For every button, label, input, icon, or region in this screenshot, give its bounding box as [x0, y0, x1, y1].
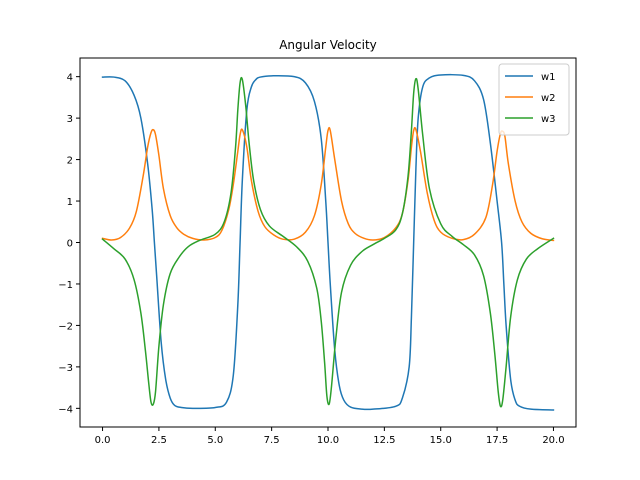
x-tick-label: 2.5 [151, 435, 167, 446]
plot-frame [79, 57, 577, 428]
legend-label-w2: w2 [541, 93, 556, 104]
legend-box [498, 63, 570, 136]
x-tick-label: 12.5 [373, 435, 395, 446]
y-tick-label: 3 [67, 114, 73, 125]
x-tick-label: 10.0 [317, 435, 339, 446]
x-tick-label: 20.0 [542, 435, 564, 446]
x-tick-label: 5.0 [207, 435, 223, 446]
y-tick-label: 2 [67, 156, 73, 167]
chart-title: Angular Velocity [279, 38, 377, 52]
x-tick-label: 7.5 [264, 435, 280, 446]
series-lines [101, 73, 555, 411]
y-tick-label: 4 [67, 73, 73, 84]
x-axis-ticks: 0.0 2.5 5.0 7.5 10.0 12.5 15.0 17.5 20.0 [95, 427, 565, 446]
y-tick-label: −1 [58, 280, 73, 291]
series-line-w3 [101, 76, 555, 408]
y-tick-label: 0 [67, 239, 73, 250]
y-tick-label: −4 [58, 404, 73, 415]
y-tick-label: −3 [58, 363, 73, 374]
series-line-w1 [101, 73, 555, 411]
legend-label-w3: w3 [541, 114, 556, 125]
x-tick-label: 15.0 [430, 435, 452, 446]
x-tick-label: 17.5 [486, 435, 508, 446]
y-tick-label: −2 [58, 321, 73, 332]
y-axis-ticks: −4 −3 −2 −1 0 1 2 3 4 [58, 73, 80, 415]
legend-label-w1: w1 [541, 72, 556, 83]
y-tick-label: 1 [67, 197, 73, 208]
x-tick-label: 0.0 [95, 435, 111, 446]
series-line-w2 [101, 126, 555, 242]
legend: w1 w2 w3 [498, 63, 570, 136]
